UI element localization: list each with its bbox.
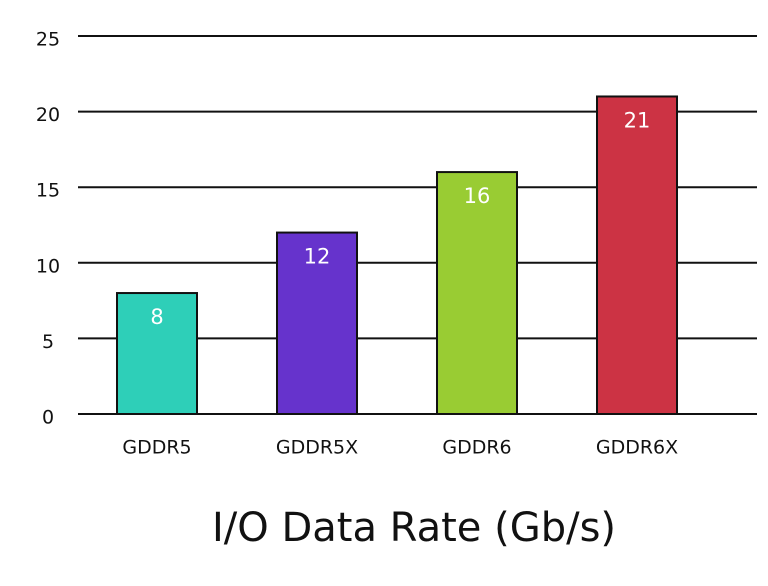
y-tick-label: 25 [36,29,60,51]
bar [596,95,678,415]
y-tick-label: 5 [42,331,54,353]
value-label: 12 [304,245,331,269]
bar [276,231,358,415]
y-tick-label: 10 [36,255,60,277]
y-tick-label: 15 [36,180,60,202]
x-tick-label: GDDR6 [442,437,511,459]
value-label: 8 [150,305,163,329]
y-tick-label: 0 [42,407,54,429]
y-tick-label: 20 [36,104,60,126]
x-tick-label: GDDR5X [276,437,358,459]
x-tick-label: GDDR6X [596,437,678,459]
value-label: 21 [624,108,651,132]
bar [116,292,198,416]
x-tick-label: GDDR5 [122,437,191,459]
value-label: 16 [464,184,491,208]
bar [436,171,518,415]
chart-title: I/O Data Rate (Gb/s) [212,505,616,551]
